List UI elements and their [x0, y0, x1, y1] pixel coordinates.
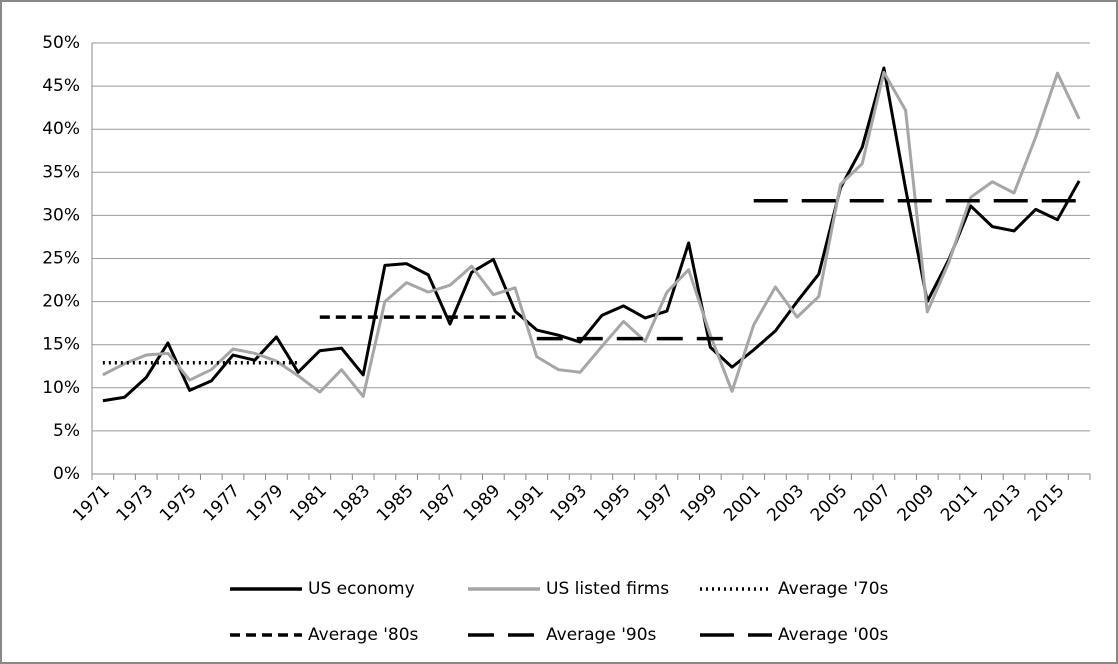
- y-tick-label: 35%: [42, 162, 80, 182]
- y-tick-label: 50%: [42, 33, 80, 53]
- series-line: [102, 70, 1081, 398]
- y-tick-label: 25%: [42, 249, 80, 269]
- y-tick-label: 0%: [53, 464, 80, 484]
- legend-label: US economy: [308, 579, 415, 599]
- series-line: [102, 66, 1081, 403]
- legend-label: US listed firms: [546, 579, 669, 599]
- y-tick-label: 40%: [42, 119, 80, 139]
- y-tick-label: 20%: [42, 292, 80, 312]
- y-tick-label: 15%: [42, 335, 80, 355]
- y-tick-label: 30%: [42, 205, 80, 225]
- y-tick-label: 5%: [53, 421, 80, 441]
- legend-label: Average '00s: [778, 625, 889, 645]
- y-tick-label: 10%: [42, 378, 80, 398]
- legend-label: Average '70s: [778, 579, 889, 599]
- y-tick-label: 45%: [42, 76, 80, 96]
- legend-label: Average '80s: [308, 625, 419, 645]
- legend-label: Average '90s: [546, 625, 657, 645]
